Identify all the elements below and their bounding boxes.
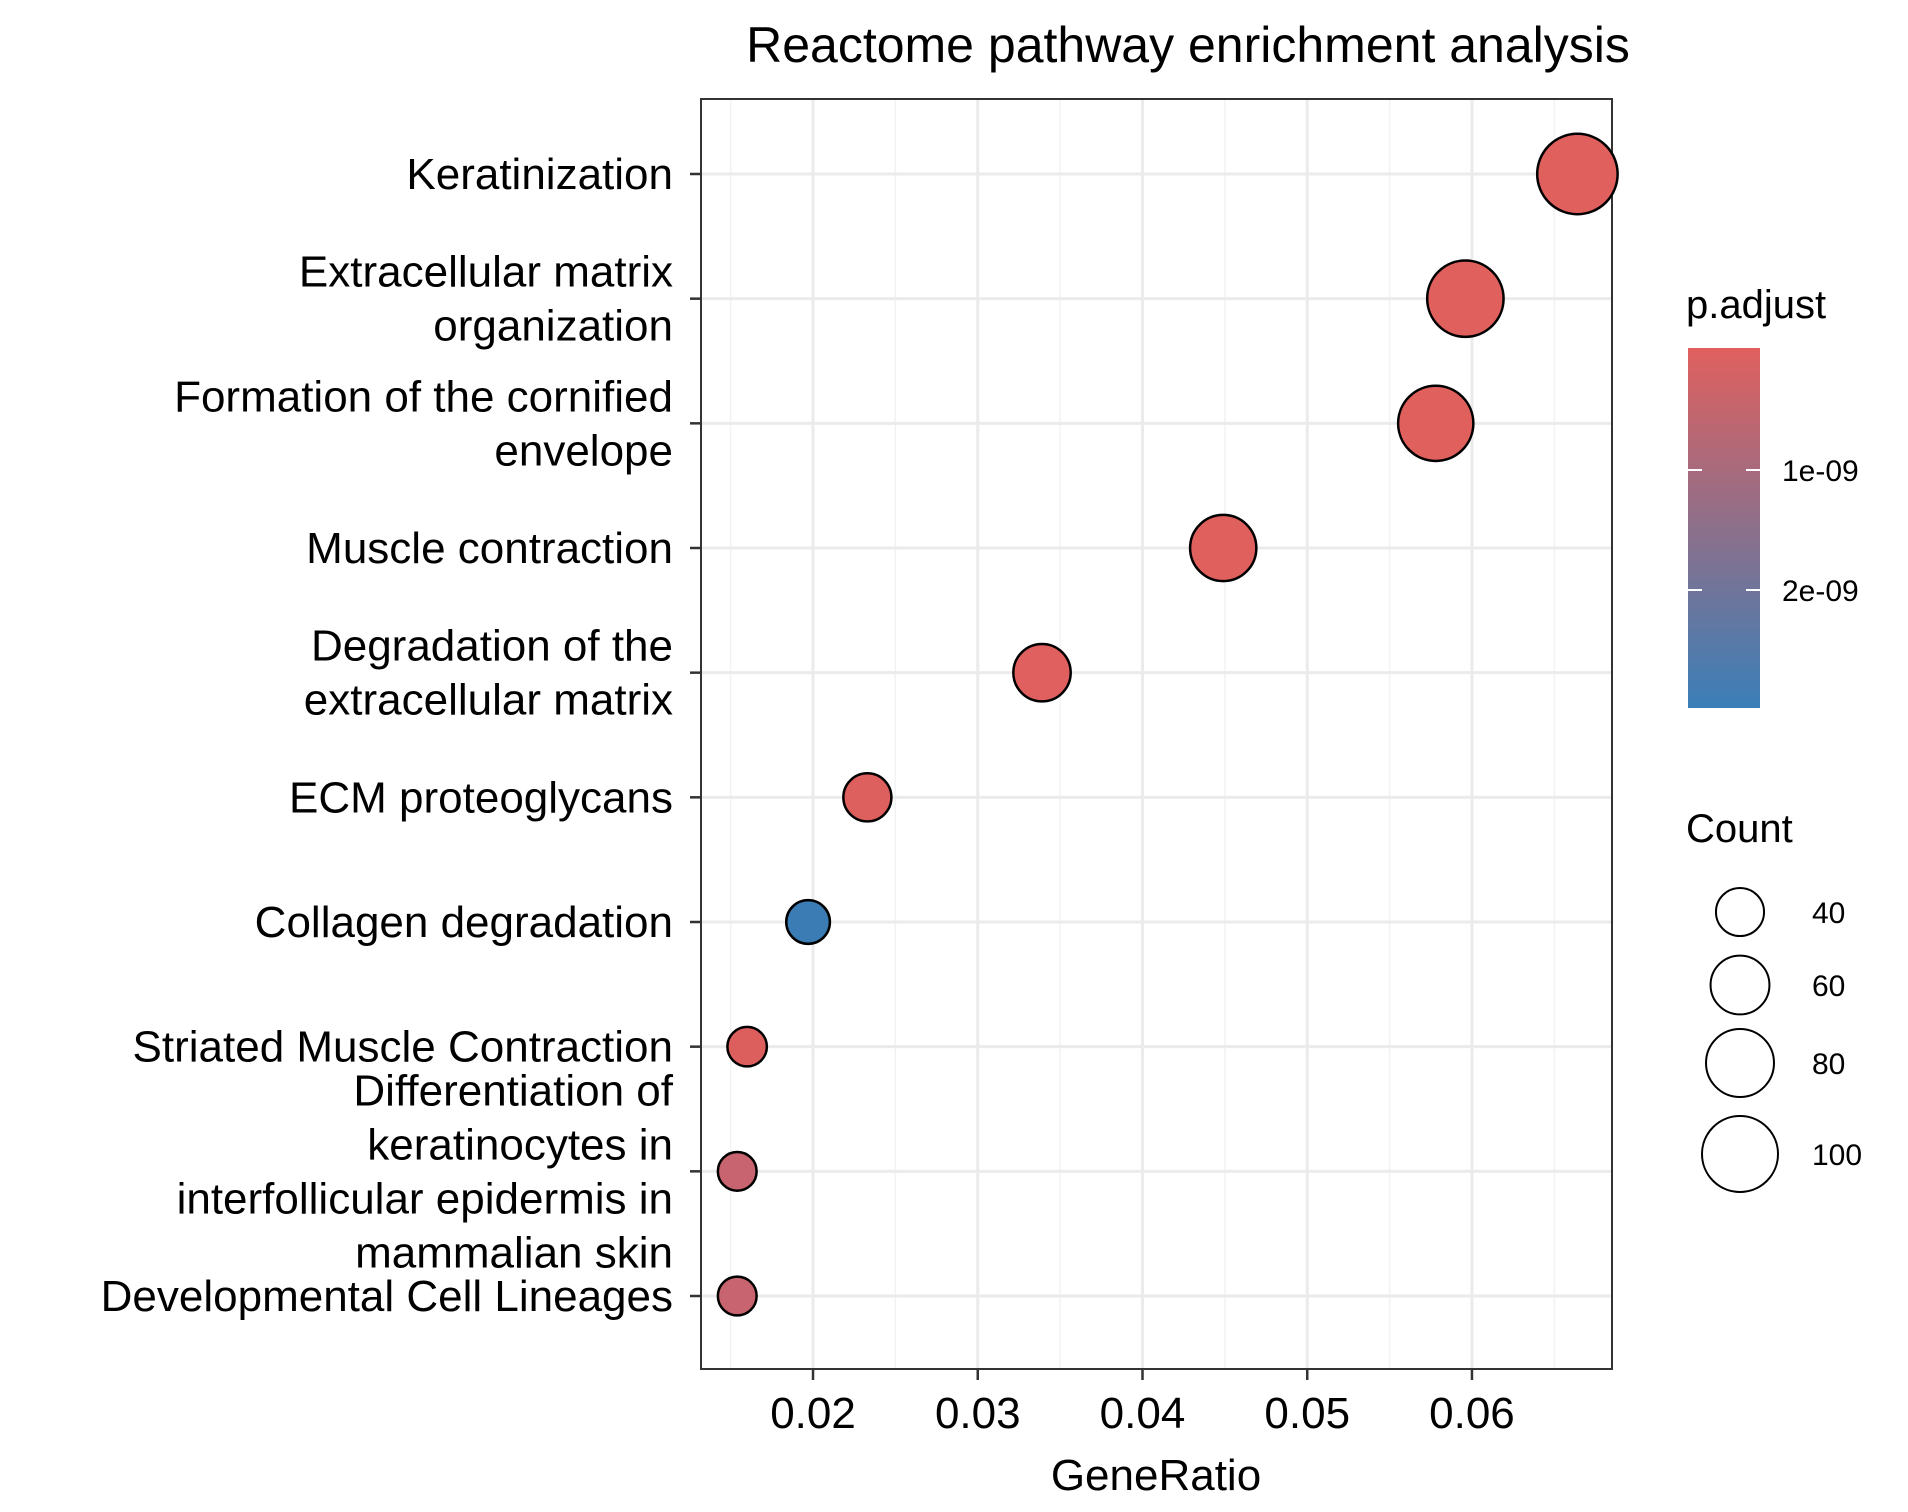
data-point	[842, 772, 893, 823]
color-tick-label: 1e-09	[1782, 455, 1859, 488]
y-tick-label: Differentiation of keratinocytes in interf…	[177, 1066, 674, 1277]
y-tick-label: Muscle contraction	[306, 524, 673, 573]
y-tick-label: Developmental Cell Lineages	[101, 1272, 673, 1321]
data-point	[1535, 132, 1619, 216]
x-tick-label: 0.06	[1429, 1389, 1515, 1438]
data-point	[716, 1150, 758, 1192]
x-tick-label: 0.03	[935, 1389, 1021, 1438]
x-tick-label: 0.02	[770, 1389, 856, 1438]
size-legend-label: 60	[1812, 970, 1845, 1003]
x-tick-label: 0.05	[1264, 1389, 1350, 1438]
x-tick-label: 0.04	[1100, 1389, 1186, 1438]
color-bar	[1688, 348, 1760, 708]
size-legend-label: 100	[1812, 1139, 1862, 1172]
data-point	[1396, 384, 1475, 463]
x-axis-label: GeneRatio	[1051, 1451, 1261, 1500]
y-tick-label: Extracellular matrix organization	[299, 248, 673, 351]
data-point	[726, 1025, 769, 1068]
color-tick-label: 2e-09	[1782, 575, 1859, 608]
y-tick-label: ECM proteoglycans	[289, 773, 673, 822]
y-tick-label: Keratinization	[406, 150, 673, 199]
data-point	[1012, 642, 1072, 703]
y-axis: Keratinization Extracellular matrix organi…	[101, 150, 701, 1321]
y-tick-label: Collagen degradation	[255, 898, 673, 947]
size-legend: Count 40 60 80 100	[1686, 807, 1862, 1193]
data-points	[716, 132, 1619, 1317]
color-legend-title: p.adjust	[1686, 283, 1826, 327]
plot-panel-border	[700, 98, 1613, 1370]
size-legend-key	[1701, 1115, 1779, 1193]
color-legend: p.adjust 1e-09 2e-09	[1686, 283, 1859, 708]
size-legend-label: 40	[1812, 897, 1845, 930]
data-point	[1425, 259, 1505, 339]
data-point	[785, 898, 832, 946]
size-legend-title: Count	[1686, 807, 1793, 851]
size-legend-label: 80	[1812, 1048, 1845, 1081]
y-tick-label: Degradation of the extracellular matrix	[304, 622, 673, 725]
size-legend-key	[1714, 886, 1766, 938]
chart-title: Reactome pathway enrichment analysis	[746, 17, 1630, 73]
size-legend-key	[1705, 1028, 1775, 1098]
x-axis: 0.02 0.03 0.04 0.05 0.06	[770, 1369, 1515, 1438]
y-tick-label: Striated Muscle Contraction	[133, 1023, 673, 1072]
size-legend-key	[1709, 954, 1771, 1016]
y-tick-label: Formation of the cornified envelope	[174, 372, 673, 475]
data-point	[1188, 513, 1258, 583]
data-point	[716, 1275, 758, 1317]
